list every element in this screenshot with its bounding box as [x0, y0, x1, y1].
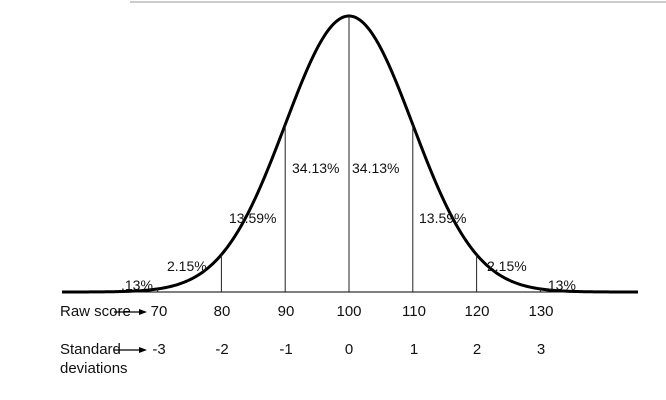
- raw-score-value: 110: [402, 303, 426, 320]
- arrow-head-icon: [139, 309, 147, 315]
- sd-divider-lines: [157, 16, 541, 292]
- segment-label: .13%: [544, 277, 576, 293]
- segment-label: 13.59%: [419, 210, 466, 226]
- standard-deviations-label: Standard: [60, 341, 121, 358]
- segment-label: 34.13%: [352, 160, 399, 176]
- sd-value: 3: [537, 341, 545, 358]
- segment-label: 13.59%: [229, 210, 276, 226]
- bell-curve: [62, 14, 638, 294]
- segment-label: 34.13%: [292, 160, 339, 176]
- sd-value: -3: [152, 341, 165, 358]
- raw-score-value: 100: [336, 303, 361, 320]
- sd-value: 0: [345, 341, 353, 358]
- segment-label: 2.15%: [487, 258, 527, 274]
- raw-score-label: Raw score: [60, 303, 131, 320]
- raw-score-value: 80: [214, 303, 231, 320]
- standard-deviations-label-line2: deviations: [60, 360, 128, 377]
- raw-score-value: 70: [151, 303, 168, 320]
- sd-value: -2: [215, 341, 228, 358]
- raw-score-value: 90: [278, 303, 295, 320]
- sd-value: 2: [473, 341, 481, 358]
- sd-value: 1: [410, 341, 418, 358]
- raw-score-value: 120: [464, 303, 489, 320]
- raw-score-value: 130: [528, 303, 553, 320]
- arrow-head-icon: [139, 347, 147, 353]
- segment-label: 2.15%: [167, 258, 207, 274]
- sd-value: -1: [279, 341, 292, 358]
- segment-label: .13%: [121, 277, 153, 293]
